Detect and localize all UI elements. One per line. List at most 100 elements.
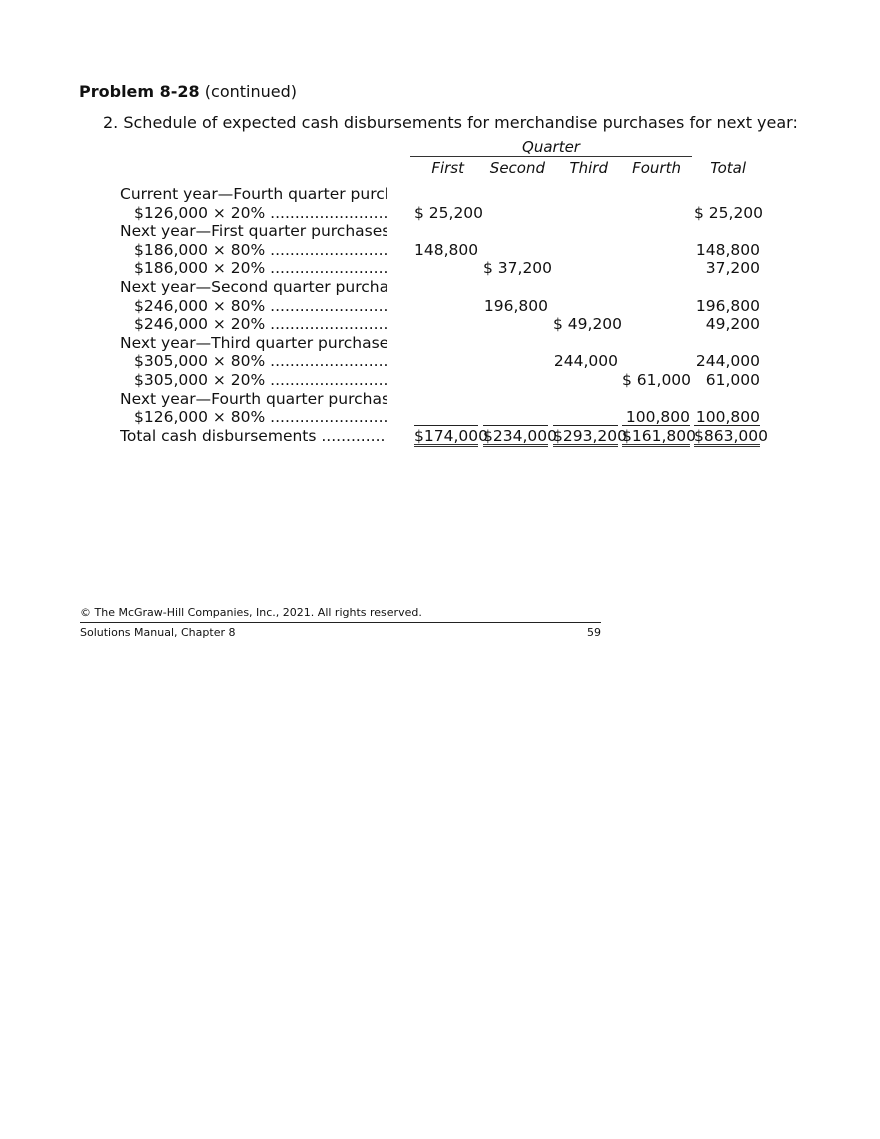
page-number: 59 — [587, 626, 601, 639]
cell-third — [553, 278, 618, 295]
table-row: $246,000 × 80% .........................… — [0, 297, 880, 316]
continued-label: (continued) — [199, 82, 297, 101]
row-label: $305,000 × 80% .........................… — [134, 352, 387, 371]
table-row: $186,000 × 80% .........................… — [0, 241, 880, 260]
footer-divider — [80, 622, 601, 623]
table-row: Next year—Fourth quarter purchases: — [0, 390, 880, 409]
cell-total — [694, 222, 760, 239]
cell-second — [483, 185, 548, 202]
cell-fourth — [622, 259, 690, 276]
cell-total: 37,200 — [705, 259, 760, 278]
cell-first — [414, 390, 478, 407]
cell-third: $ 49,200 — [553, 315, 623, 334]
col-header-fourth: Fourth — [632, 159, 681, 177]
cell-third — [553, 204, 618, 221]
cell-fourth — [622, 204, 690, 221]
cell-total — [694, 278, 760, 295]
cell-total: 100,800 — [694, 408, 760, 427]
cell-total: 61,000 — [705, 371, 760, 389]
cell-fourth: 100,800 — [622, 408, 690, 427]
cell-third — [553, 390, 618, 407]
row-label: $246,000 × 20% .........................… — [134, 315, 387, 334]
cell-total: 148,800 — [695, 240, 760, 259]
cell-fourth: $161,800 — [622, 426, 696, 447]
cell-third — [553, 259, 618, 276]
cell-second — [483, 334, 548, 351]
cell-total: 196,800 — [695, 296, 760, 315]
cell-second: $234,000 — [483, 426, 557, 447]
cell-total: $ 25,200 — [694, 203, 764, 222]
cell-fourth — [622, 278, 690, 295]
row-label: Current year—Fourth quarter purchases: — [120, 185, 387, 203]
cell-third — [553, 222, 618, 239]
cell-third: 244,000 — [553, 352, 618, 371]
table-row: $305,000 × 80% .........................… — [0, 352, 880, 371]
cell-second — [483, 315, 548, 332]
cell-first — [414, 334, 478, 351]
table-row: Next year—Third quarter purchases: — [0, 334, 880, 353]
schedule-intro: 2. Schedule of expected cash disbursemen… — [103, 113, 798, 132]
cell-first — [414, 278, 478, 295]
col-header-total: Total — [710, 159, 746, 177]
cell-second — [483, 241, 548, 258]
cell-first — [414, 297, 478, 314]
col-header-first: First — [431, 159, 464, 177]
cell-total — [694, 185, 760, 202]
footer-copyright: © The McGraw-Hill Companies, Inc., 2021.… — [80, 606, 422, 619]
cell-first: $ 25,200 — [414, 203, 484, 222]
problem-title: Problem 8-28 (continued) — [79, 82, 297, 101]
cell-second — [483, 408, 548, 427]
row-label: Next year—First quarter purchases: — [120, 222, 387, 241]
table-row: $126,000 × 20% .........................… — [0, 204, 880, 223]
cell-second — [483, 371, 548, 388]
cell-fourth — [622, 297, 690, 314]
cell-third — [553, 185, 618, 202]
cell-fourth — [622, 222, 690, 239]
cell-fourth — [622, 390, 690, 407]
cell-first — [414, 222, 478, 239]
col-header-third: Third — [569, 159, 608, 177]
quarter-group-header: Quarter — [410, 138, 692, 157]
table-row: $126,000 × 80% .........................… — [0, 408, 880, 427]
cell-total — [694, 334, 760, 351]
cell-second: 196,800 — [483, 296, 548, 315]
cell-third — [553, 241, 618, 258]
table-row: Next year—Second quarter purchases: — [0, 278, 880, 297]
row-label: Next year—Fourth quarter purchases: — [120, 389, 387, 408]
cell-first — [414, 408, 478, 427]
cell-fourth — [622, 185, 690, 202]
cell-fourth — [622, 315, 690, 332]
cell-fourth — [622, 334, 690, 351]
table-row: $186,000 × 20% .........................… — [0, 259, 880, 278]
row-label: Total cash disbursements ...............… — [120, 426, 387, 445]
cell-second — [483, 278, 548, 295]
cell-second — [483, 390, 548, 407]
row-label: $126,000 × 20% .........................… — [134, 203, 387, 222]
row-label: $186,000 × 20% .........................… — [134, 259, 387, 278]
cell-total — [694, 390, 760, 407]
row-label: $246,000 × 80% .........................… — [134, 296, 387, 315]
row-label: $305,000 × 20% .........................… — [134, 371, 387, 389]
cell-third: $293,200 — [553, 426, 627, 447]
cell-third — [553, 297, 618, 314]
cell-second: $ 37,200 — [483, 259, 553, 278]
table-row: $246,000 × 20% .........................… — [0, 315, 880, 334]
cell-first — [414, 315, 478, 332]
cell-third — [553, 408, 618, 427]
cell-fourth: $ 61,000 — [622, 371, 692, 389]
table-row: Next year—First quarter purchases: — [0, 222, 880, 241]
cell-first: 148,800 — [414, 240, 479, 259]
cell-third — [553, 334, 618, 351]
cell-first — [414, 352, 478, 369]
cell-second — [483, 222, 548, 239]
table-row: Current year—Fourth quarter purchases: — [0, 185, 880, 204]
footer-manual-label: Solutions Manual, Chapter 8 — [80, 626, 236, 639]
cell-first — [414, 259, 478, 276]
cell-total: $863,000 — [694, 426, 768, 447]
row-label: Next year—Second quarter purchases: — [120, 278, 387, 296]
cell-second — [483, 204, 548, 221]
table-row: $305,000 × 20% .........................… — [0, 371, 880, 390]
cell-fourth — [622, 241, 690, 258]
cell-total: 244,000 — [695, 352, 760, 371]
cell-first — [414, 185, 478, 202]
